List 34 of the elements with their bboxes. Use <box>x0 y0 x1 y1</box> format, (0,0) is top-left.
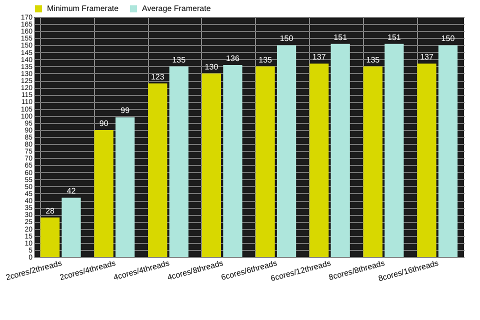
bar <box>62 198 81 257</box>
data-label: 151 <box>334 32 348 42</box>
data-label: 136 <box>226 54 240 63</box>
bar <box>116 117 135 257</box>
data-label: 99 <box>120 106 130 116</box>
bar <box>256 66 275 257</box>
legend-label: Minimum Framerate <box>47 4 120 13</box>
legend-label: Average Framerate <box>142 4 212 13</box>
bar <box>148 83 168 257</box>
data-label: 90 <box>99 118 109 128</box>
bar <box>169 66 188 257</box>
bar <box>417 64 436 257</box>
data-label: 151 <box>387 32 402 42</box>
bar <box>223 65 242 257</box>
data-label: 123 <box>150 72 165 82</box>
data-label: 130 <box>204 62 219 72</box>
bar <box>202 73 222 257</box>
data-label: 137 <box>420 52 434 62</box>
data-label: 150 <box>280 34 294 44</box>
data-label: 150 <box>441 34 456 44</box>
data-label: 135 <box>366 55 380 64</box>
bar <box>438 45 458 257</box>
bar <box>363 66 382 257</box>
data-label: 28 <box>46 206 56 216</box>
data-label: 135 <box>258 55 273 64</box>
data-label: 137 <box>312 52 326 62</box>
bar <box>276 45 296 257</box>
bar <box>384 44 404 257</box>
data-label: 135 <box>172 55 186 64</box>
data-label: 42 <box>66 186 76 196</box>
bar <box>310 64 329 257</box>
bar <box>40 217 60 257</box>
bar <box>94 130 114 257</box>
bar <box>330 44 350 257</box>
